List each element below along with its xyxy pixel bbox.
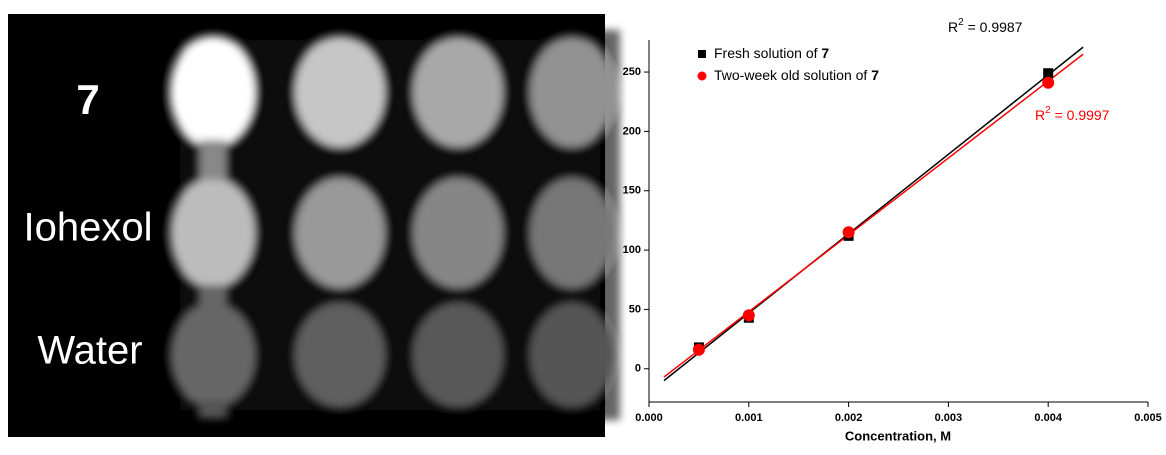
y-tick-label: 150 <box>623 185 641 197</box>
row-label: Iohexol <box>24 206 153 250</box>
legend-name: Fresh solution of <box>714 45 818 61</box>
row-label: 7 <box>76 76 99 123</box>
y-tick-label: 0 <box>635 363 641 375</box>
legend-name-suffix: 7 <box>871 67 879 83</box>
x-tick-label: 0.001 <box>735 412 763 424</box>
r-squared-value: = 0.9997 <box>1051 107 1110 123</box>
fit-line <box>663 46 1084 382</box>
legend-marker <box>698 50 706 58</box>
r-squared-label: R2 = 0.9997 <box>1035 105 1110 123</box>
x-tick-label: 0.002 <box>835 412 863 424</box>
r-squared-label: R2 = 0.9987 <box>948 17 1023 35</box>
phantom-wells <box>160 30 620 420</box>
point <box>1043 68 1054 79</box>
y-tick-label: 200 <box>623 125 641 137</box>
point <box>1042 76 1055 89</box>
point <box>842 226 855 239</box>
r-squared-text: R <box>948 19 958 35</box>
r-squared-superscript: 2 <box>1045 105 1051 116</box>
r-squared-superscript: 2 <box>958 17 964 28</box>
y-tick-label: 250 <box>623 66 641 78</box>
legend-label: Two-week old solution of 7 <box>714 67 879 83</box>
x-tick-label: 0.000 <box>635 412 663 424</box>
x-axis-label: Concentration, M <box>845 428 951 443</box>
fit-line <box>663 53 1084 378</box>
legend-label: Fresh solution of 7 <box>714 45 829 61</box>
legend-name: Two-week old solution of <box>714 67 867 83</box>
x-tick-label: 0.005 <box>1134 412 1162 424</box>
x-tick-label: 0.004 <box>1034 412 1062 424</box>
x-tick-label: 0.003 <box>935 412 963 424</box>
r-squared-value: = 0.9987 <box>964 19 1023 35</box>
legend-name-suffix: 7 <box>821 45 829 61</box>
legend-marker <box>697 71 707 81</box>
r-squared-text: R <box>1035 107 1045 123</box>
point <box>692 343 705 356</box>
y-tick-label: 100 <box>623 244 641 256</box>
point <box>742 309 755 322</box>
row-label: Water <box>37 329 142 373</box>
y-tick-label: 50 <box>629 303 641 315</box>
